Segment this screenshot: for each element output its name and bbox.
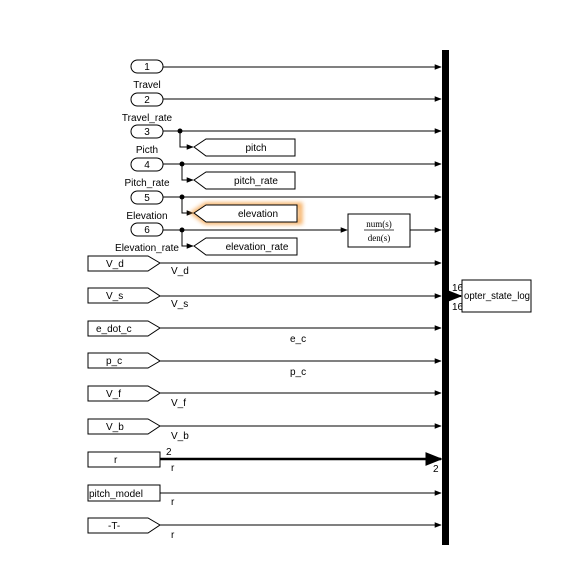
inport-6[interactable]: 6	[130, 222, 164, 237]
goto-tag-label: elevation	[238, 209, 278, 220]
goto-tag-label: pitch	[245, 143, 266, 154]
signal-line[interactable]	[181, 164, 194, 183]
to-workspace-label: opter_state_log	[464, 291, 530, 302]
from-v-b[interactable]: V_b	[87, 418, 161, 435]
signal-label: r	[171, 463, 175, 474]
signal-label: V_f	[171, 398, 186, 409]
signal-width-label: 2	[433, 464, 439, 475]
from-pitch-model[interactable]: pitch_model	[87, 484, 161, 502]
goto-tag-label: pitch_rate	[234, 176, 278, 187]
from-r[interactable]: r	[87, 451, 161, 468]
goto-elevation[interactable]: elevation	[189, 202, 303, 225]
signal-label: V_d	[171, 266, 189, 277]
from-tag-label: p_c	[106, 356, 122, 367]
mux-block[interactable]	[442, 50, 449, 545]
inport-label: Pitch_rate	[124, 178, 169, 189]
inport-number: 2	[144, 95, 150, 106]
signal-label: r	[171, 497, 175, 508]
from-tag-label: V_b	[106, 422, 124, 433]
to-workspace-block[interactable]: opter_state_log	[461, 279, 532, 313]
transfer-fcn-numerator: num(s)	[366, 219, 392, 229]
from-v-d[interactable]: V_d	[87, 255, 161, 272]
inport-4[interactable]: 4	[130, 157, 164, 172]
signal-line[interactable]	[181, 230, 194, 249]
signal-line[interactable]	[179, 131, 194, 150]
signal-label: r	[171, 530, 175, 541]
from-p-c[interactable]: p_c	[87, 352, 161, 369]
inport-number: 4	[144, 160, 150, 171]
inport-3[interactable]: 3	[130, 124, 164, 139]
from-tag-label: e_dot_c	[96, 324, 132, 335]
inport-number: 6	[144, 225, 150, 236]
goto-pitch[interactable]: pitch	[193, 138, 296, 157]
from-tag-label: -T-	[108, 521, 120, 532]
inport-label: Elevation_rate	[115, 243, 179, 254]
goto-pitch-rate[interactable]: pitch_rate	[193, 171, 296, 190]
inport-2[interactable]: 2	[130, 92, 164, 107]
inport-label: Picth	[136, 145, 158, 156]
transfer-fcn-block[interactable]: num(s) den(s)	[347, 213, 411, 248]
inport-5[interactable]: 5	[130, 190, 164, 205]
from-tag-label: V_d	[106, 259, 124, 270]
signal-width-label: 16	[452, 302, 464, 313]
from-v-f[interactable]: V_f	[87, 385, 161, 402]
signal-label: p_c	[290, 367, 306, 378]
signal-label: V_b	[171, 431, 189, 442]
from-e-dot-c[interactable]: e_dot_c	[87, 320, 161, 337]
signal-label: e_c	[290, 334, 306, 345]
goto-tag-label: elevation_rate	[226, 242, 289, 253]
signal-label: V_s	[171, 299, 188, 310]
inport-number: 1	[144, 62, 150, 73]
signal-width-label: 2	[166, 447, 172, 458]
inport-label: Travel_rate	[122, 113, 173, 124]
from-v-s[interactable]: V_s	[87, 287, 161, 304]
from-tag-label: r	[114, 455, 118, 466]
signal-line[interactable]	[181, 197, 194, 216]
from-tag-label: pitch_model	[89, 489, 143, 500]
transfer-fcn-denominator: den(s)	[368, 233, 391, 243]
from-tag-label: V_f	[106, 389, 121, 400]
inport-number: 5	[144, 193, 150, 204]
from-tag-label: V_s	[106, 291, 123, 302]
signal-width-label: 16	[452, 283, 464, 294]
inport-label: Elevation	[126, 211, 167, 222]
inport-label: Travel	[133, 80, 160, 91]
from-t[interactable]: -T-	[87, 517, 161, 534]
inport-number: 3	[144, 127, 150, 138]
goto-elevation-rate[interactable]: elevation_rate	[193, 237, 298, 256]
inport-1[interactable]: 1	[130, 59, 164, 74]
